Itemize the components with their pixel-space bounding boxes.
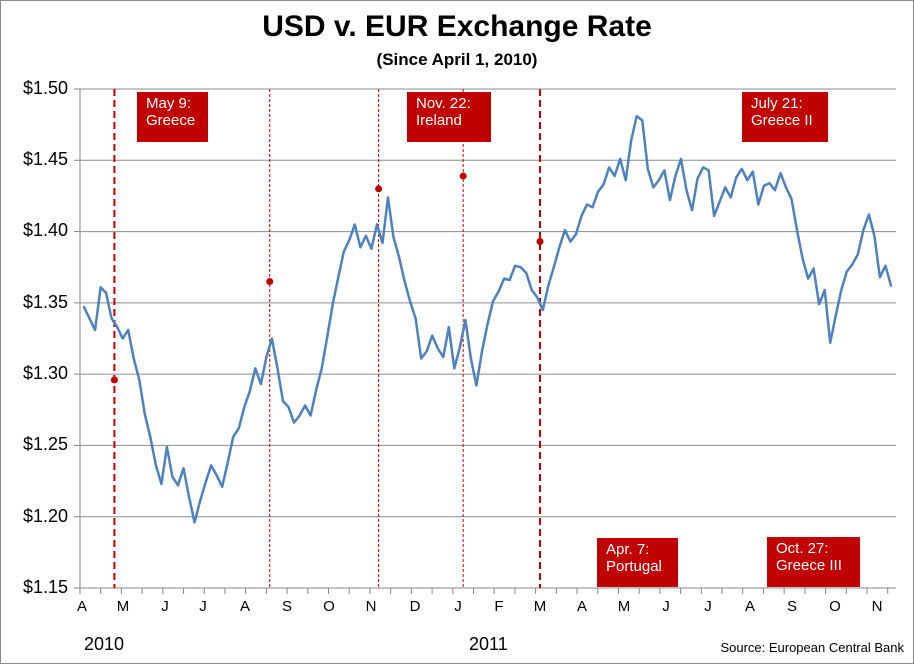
x-month-label: S — [281, 598, 292, 615]
x-month-label: M — [533, 598, 547, 615]
x-month-label: S — [786, 598, 797, 615]
event-point — [459, 172, 467, 180]
x-month-label: J — [704, 598, 712, 615]
chart-subtitle: (Since April 1, 2010) — [376, 50, 538, 69]
chart-title: USD v. EUR Exchange Rate — [262, 10, 652, 43]
y-tick-label: $1.45 — [22, 149, 68, 169]
y-tick-label: $1.50 — [22, 78, 68, 98]
y-tick-label: $1.15 — [22, 577, 68, 597]
y-tick-label: $1.40 — [22, 220, 68, 240]
x-month-label: D — [409, 598, 421, 615]
x-month-label: J — [662, 598, 670, 615]
event-point — [266, 277, 274, 285]
year-label-2011: 2011 — [469, 634, 508, 654]
x-month-label: F — [494, 598, 504, 615]
x-month-label: A — [576, 598, 587, 615]
event-label-greece-iii: Oct. 27: Greece III — [767, 537, 860, 587]
event-point — [110, 376, 118, 384]
x-month-label: M — [617, 598, 631, 615]
x-month-label: A — [76, 598, 87, 615]
x-month-label: O — [323, 598, 335, 615]
x-month-label: O — [829, 598, 841, 615]
event-label-greece: May 9: Greece — [137, 92, 208, 142]
event-label-greece-ii: July 21: Greece II — [742, 92, 828, 142]
y-tick-label: $1.25 — [22, 434, 68, 454]
source-note: Source: European Central Bank — [720, 640, 904, 655]
event-label-ireland: Nov. 22: Ireland — [407, 92, 491, 142]
y-tick-label: $1.30 — [22, 363, 68, 383]
event-point — [375, 185, 383, 193]
x-month-label: N — [871, 598, 883, 615]
x-month-label: J — [199, 598, 207, 615]
year-label-2010: 2010 — [84, 634, 125, 654]
x-month-label: M — [116, 598, 130, 615]
x-month-label: N — [365, 598, 377, 615]
event-label-portugal: Apr. 7: Portugal — [597, 538, 678, 587]
y-tick-label: $1.35 — [22, 292, 68, 312]
x-month-label: A — [744, 598, 755, 615]
x-month-label: J — [161, 598, 169, 615]
x-month-label: A — [239, 598, 250, 615]
series-line-usd-eur — [82, 114, 893, 524]
y-tick-label: $1.20 — [22, 506, 68, 526]
x-month-label: J — [454, 598, 462, 615]
event-point — [536, 238, 544, 246]
